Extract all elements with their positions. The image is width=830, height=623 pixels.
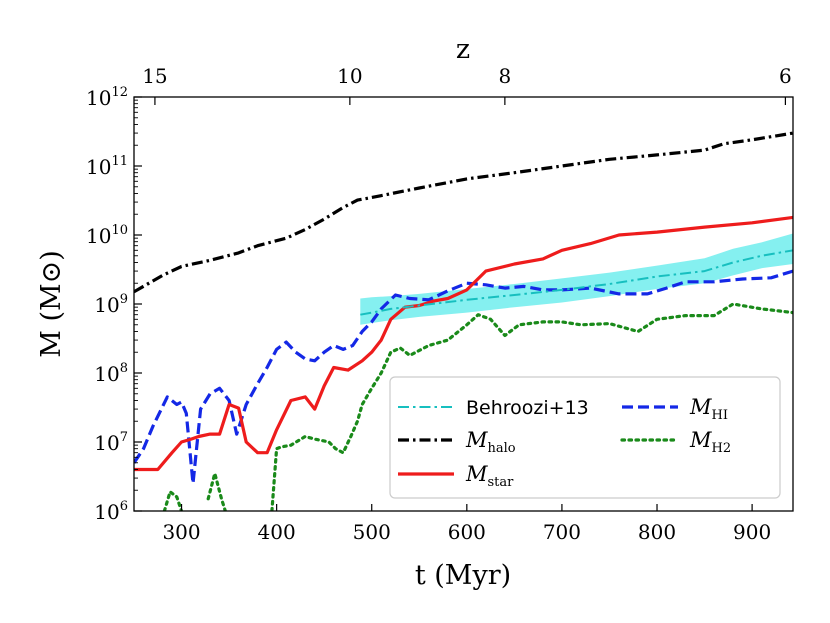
series-line-behroozi-13-0	[360, 249, 793, 316]
x-tick-label-500: 500	[353, 520, 391, 544]
legend-label-m-hi: MHI	[689, 395, 728, 423]
y-tick-label-8: 108	[94, 361, 128, 386]
x-tick-label-600: 600	[448, 520, 486, 544]
y-tick-label-9: 109	[94, 292, 128, 317]
y-axis: 106 107 108 109 1010 1011 1012	[86, 85, 142, 524]
x-axis: 300 400 500 600 700 800 900	[162, 504, 771, 544]
series-line-m-h2-1	[206, 471, 227, 511]
top-tick-label-6: 6	[779, 64, 792, 88]
x-tick-label-400: 400	[258, 520, 296, 544]
y-tick-label-12: 1012	[86, 85, 128, 110]
series-line-m-h2-2	[270, 302, 793, 511]
series-line-m-h2-0	[162, 490, 184, 511]
top-tick-label-15: 15	[142, 64, 167, 88]
behroozi-band	[360, 233, 793, 325]
y-tick-label-6: 106	[94, 499, 128, 524]
x-tick-label-900: 900	[733, 520, 771, 544]
y-axis-label: M (M⊙)	[36, 250, 67, 358]
top-axis-label: z	[456, 34, 470, 65]
legend-label-m-h2: MH2	[689, 428, 731, 456]
top-redshift-axis: 15 10 8 6	[142, 64, 792, 105]
legend: Behroozi+13 Mhalo Mstar MHI MH2	[389, 376, 781, 499]
legend-label-behroozi-13: Behroozi+13	[466, 397, 589, 419]
top-tick-label-10: 10	[337, 64, 362, 88]
series-layer	[134, 131, 793, 511]
legend-box	[389, 376, 781, 499]
x-tick-label-300: 300	[162, 520, 200, 544]
x-tick-label-800: 800	[638, 520, 676, 544]
x-tick-label-700: 700	[543, 520, 581, 544]
top-tick-label-8: 8	[498, 64, 511, 88]
series-line-m-hi-0	[134, 269, 793, 486]
series-line-m-star-0	[134, 215, 793, 472]
y-tick-label-11: 1011	[86, 154, 128, 179]
y-tick-label-7: 107	[94, 430, 128, 455]
legend-label-m-star: Mstar	[465, 462, 514, 490]
legend-label-m-halo: Mhalo	[465, 428, 516, 456]
x-axis-label: t (Myr)	[415, 560, 511, 591]
y-tick-label-10: 1010	[86, 223, 128, 248]
